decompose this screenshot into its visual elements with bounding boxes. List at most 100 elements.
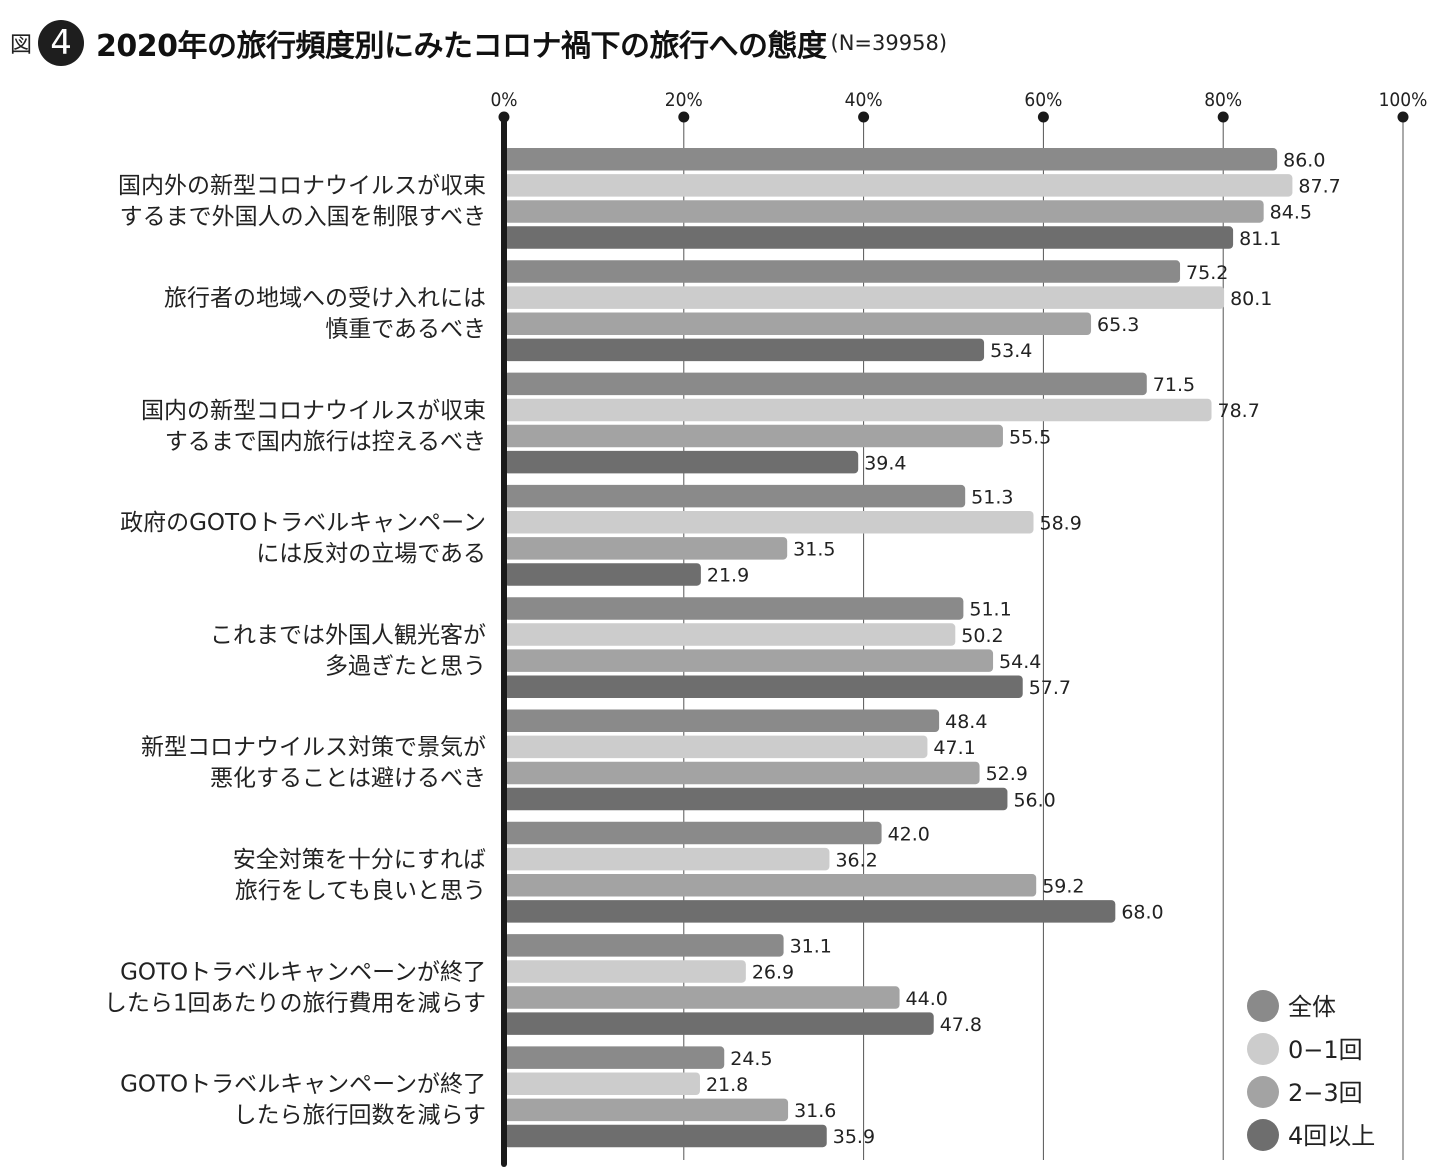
tick-dot [858,111,870,123]
data-label: 50.2 [961,625,1003,647]
bar [504,563,701,586]
sample-size: (N=39958) [830,31,948,55]
bar [504,874,1037,897]
x-tick-label: 40% [845,89,883,111]
data-label: 51.3 [971,486,1013,508]
data-label: 52.9 [986,763,1028,785]
bar [504,226,1234,249]
bar [504,1046,725,1069]
bar [504,537,788,560]
figure-number-badge: 4 [38,20,85,66]
legend-marker [1247,1076,1279,1108]
tick-dot [678,111,690,123]
legend-marker [1247,1033,1279,1065]
bar [504,821,882,845]
x-tick-label: 60% [1024,89,1062,111]
data-label: 47.8 [940,1014,982,1036]
bar [504,338,985,362]
bar [504,450,859,474]
data-label: 65.3 [1097,314,1139,336]
category-label: GOTOトラベルキャンペーンが終了 [120,1072,486,1098]
data-label: 56.0 [1013,789,1055,811]
data-label: 53.4 [990,340,1032,362]
data-label: 80.1 [1230,288,1272,310]
x-tick-label: 80% [1204,89,1242,111]
data-label: 54.4 [999,651,1041,673]
category-label: 国内外の新型コロナウイルスが収束 [118,173,486,199]
data-label: 68.0 [1121,902,1163,924]
data-label: 75.2 [1186,262,1228,284]
legend-label: 全体 [1288,993,1336,1021]
data-label: 31.6 [794,1100,836,1122]
x-tick-label: 100% [1379,89,1428,111]
data-label: 55.5 [1009,426,1051,448]
bar [504,1012,934,1035]
legend-label: 2−3回 [1288,1079,1363,1107]
legend-marker [1247,1119,1279,1151]
bar [504,1072,700,1095]
bar [504,675,1023,698]
tick-dot [1397,111,1409,123]
bar [504,372,1147,396]
data-label: 58.9 [1040,513,1082,535]
bar [504,511,1034,534]
legend-label: 0−1回 [1288,1036,1363,1064]
data-label: 36.2 [835,849,877,871]
bar [504,623,956,646]
bar [504,200,1264,223]
category-label: したら旅行回数を減らす [233,1103,486,1129]
category-label: GOTOトラベルキャンペーンが終了 [120,959,486,985]
bar [504,709,940,732]
x-tick-label: 20% [665,89,703,111]
bar [504,312,1092,335]
data-label: 31.1 [790,936,832,958]
category-label: 悪化することは避けるべき [210,766,486,792]
bar [504,174,1293,197]
bar [504,847,830,871]
chart-title: 2020年の旅行頻度別にみたコロナ禍下の旅行への態度 [96,29,827,64]
tick-dot [1217,111,1229,123]
legend-label: 4回以上 [1288,1122,1375,1150]
bar [504,934,784,957]
data-label: 35.9 [833,1126,875,1148]
category-label: 安全対策を十分にすれば [233,847,486,873]
chart-title-bar: 図 4 2020年の旅行頻度別にみたコロナ禍下の旅行への態度 (N=39958) [10,18,947,68]
data-label: 21.8 [706,1074,748,1096]
bar [504,900,1116,923]
bar [504,960,746,983]
legend-marker [1247,990,1279,1022]
bar [504,649,994,672]
data-label: 42.0 [888,823,930,845]
data-label: 78.7 [1218,400,1260,422]
category-label: 新型コロナウイルス対策で景気が [141,735,486,761]
data-label: 39.4 [864,452,906,474]
category-label: するまで外国人の入国を制限すべき [120,204,486,230]
category-label: 政府のGOTOトラベルキャンペーン [120,510,486,536]
bar [504,398,1212,422]
category-label: 旅行をしても良いと思う [235,878,486,904]
data-label: 57.7 [1029,677,1071,699]
data-label: 71.5 [1153,374,1195,396]
bar [504,1124,827,1148]
bar [504,260,1181,283]
category-label: 慎重であるべき [325,317,486,343]
bar [504,761,980,785]
bar [504,424,1003,448]
data-label: 26.9 [752,962,794,984]
data-label: 24.5 [730,1048,772,1070]
data-label: 21.9 [707,565,749,587]
category-label: するまで国内旅行は控えるべき [165,429,486,455]
bar [504,986,900,1009]
category-label: には反対の立場である [256,541,486,567]
bar [504,787,1008,811]
category-label: したら1回あたりの旅行費用を減らす [104,990,486,1016]
category-label: これまでは外国人観光客が [210,622,486,648]
x-tick-label: 0% [490,89,517,111]
data-label: 87.7 [1298,176,1340,198]
figure-prefix: 図 [10,33,33,58]
bar [504,484,966,508]
bar [504,1098,789,1122]
data-label: 86.0 [1283,150,1325,172]
data-label: 84.5 [1270,202,1312,224]
